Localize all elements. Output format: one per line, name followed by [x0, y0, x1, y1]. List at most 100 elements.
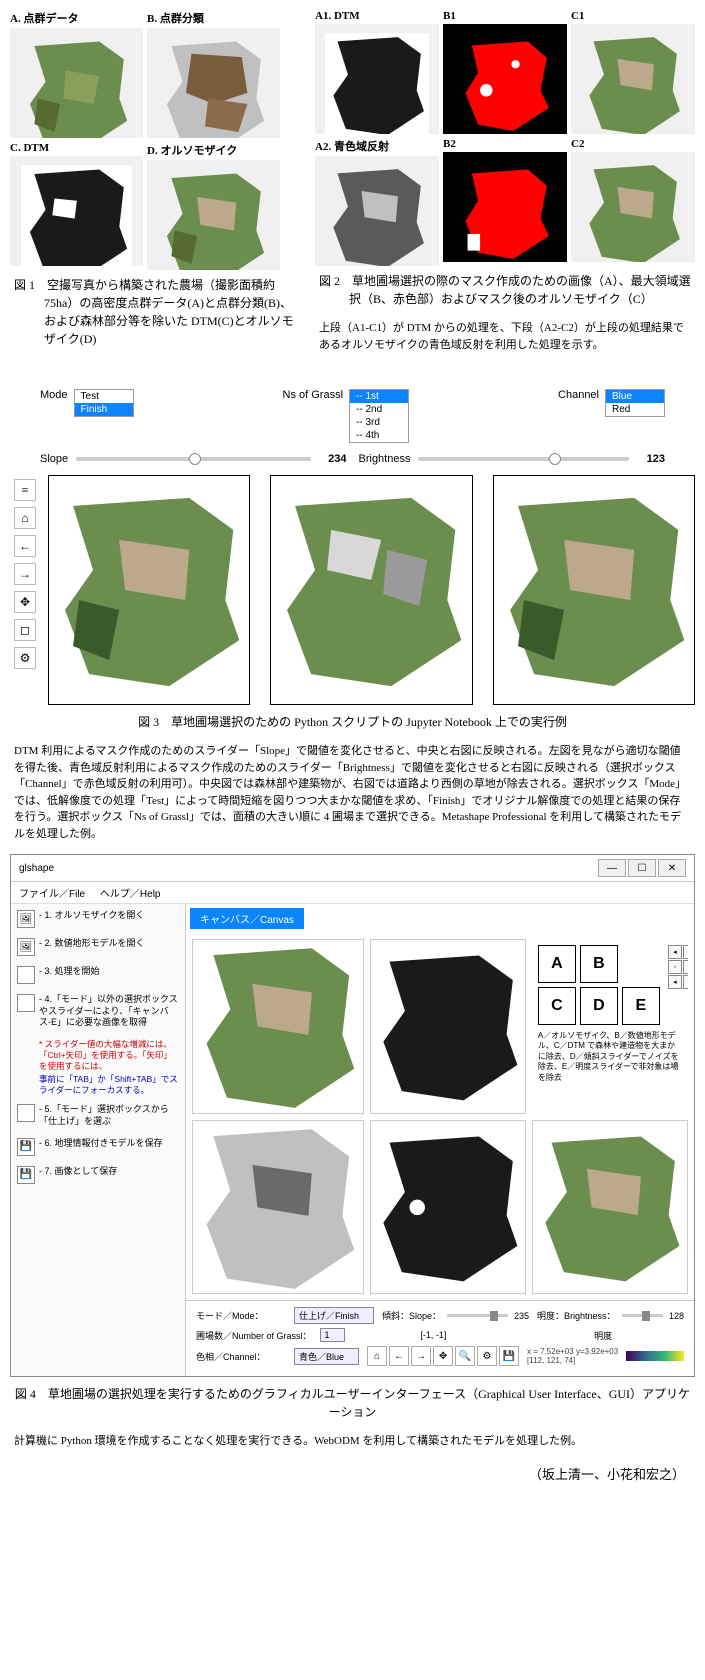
pan-icon[interactable]: ✥ — [433, 1346, 453, 1366]
step-2[interactable]: 🖼- 2. 数値地形モデルを開く — [17, 938, 179, 956]
slope-label: Slope — [40, 453, 68, 465]
channel-option-blue[interactable]: Blue — [606, 390, 664, 403]
fig3-caption: 図 3 草地圃場選択のための Python スクリプトの Jupyter Not… — [14, 713, 691, 731]
minimize-button[interactable]: — — [598, 859, 626, 877]
bottom-controls: モード／Mode： 仕上げ／Finish 傾斜：Slope： 235 明度：Br… — [186, 1300, 694, 1376]
slope-bottom-label: 傾斜：Slope： — [382, 1309, 441, 1322]
close-button[interactable]: ✕ — [658, 859, 686, 877]
save-icon: 💾 — [17, 1138, 35, 1156]
step-4[interactable]: - 4.「モード」以外の選択ボックスやスライダーにより、「キャンバス-E」に必要… — [17, 994, 179, 1029]
mode-option-finish[interactable]: Finish — [75, 403, 133, 416]
fig1-panel-D: D. オルソモザイク — [147, 142, 280, 270]
map-icon — [158, 169, 270, 270]
fig2-B1-label: B1 — [443, 10, 567, 22]
zoom-icon[interactable]: ◻ — [14, 619, 36, 641]
nav-btn[interactable]: ▴ — [683, 945, 688, 959]
slope-thumb[interactable] — [189, 453, 201, 465]
ns-bottom-select[interactable]: 1 — [320, 1328, 345, 1342]
sidebar-note-red: * スライダー値の大幅な増減には、「Ctrl+矢印」を使用する。「矢印」を使用す… — [39, 1039, 179, 1072]
fig1-B-label: B. 点群分類 — [147, 10, 280, 26]
fig2-caption: 図 2 草地圃場選択の際のマスク作成のための画像（A）、最大領域選択（B、赤色部… — [319, 272, 691, 308]
step-5[interactable]: - 5.「モード」選択ボックスから「仕上げ」を選ぶ — [17, 1104, 179, 1127]
mode-bottom-select[interactable]: 仕上げ／Finish — [294, 1307, 374, 1324]
fig2-panel-A2: A2. 青色域反射 — [315, 138, 439, 266]
fig3-body: ≡ ⌂ ← → ✥ ◻ ⚙ — [10, 475, 695, 705]
image-icon: 🖼 — [17, 910, 35, 928]
channel-bottom-select[interactable]: 青色／Blue — [294, 1348, 359, 1365]
fig2-B2-label: B2 — [443, 138, 567, 150]
ns-label: Ns of Grassl — [283, 389, 344, 401]
slope-bottom-thumb[interactable] — [490, 1311, 498, 1321]
fig1-panel-B: B. 点群分類 — [147, 10, 280, 138]
maximize-button[interactable]: ☐ — [628, 859, 656, 877]
mode-control: Mode Test Finish — [40, 389, 134, 417]
canvas-pane-4 — [192, 1120, 364, 1295]
forward-icon[interactable]: → — [411, 1346, 431, 1366]
config-icon[interactable]: ⚙ — [477, 1346, 497, 1366]
save-icon[interactable]: 💾 — [499, 1346, 519, 1366]
forward-icon[interactable]: → — [14, 563, 36, 585]
ns-option-1[interactable]: -- 1st — [350, 390, 408, 403]
home-icon[interactable]: ⌂ — [14, 507, 36, 529]
canvas-tab[interactable]: キャンバス／Canvas — [190, 908, 304, 929]
nav-btn[interactable]: ▪ — [683, 960, 688, 974]
fig2-A2-thumb — [315, 156, 439, 266]
fig2-C2-label: C2 — [571, 138, 695, 150]
slope-bottom-value: 235 — [514, 1311, 529, 1321]
mode-option-test[interactable]: Test — [75, 390, 133, 403]
bright-bottom-thumb[interactable] — [642, 1311, 650, 1321]
nav-btn[interactable]: ▾ — [683, 975, 688, 989]
nav-btn[interactable]: ◂ — [668, 945, 682, 959]
brightness-thumb[interactable] — [549, 453, 561, 465]
fig2-panel-C1: C1 — [571, 10, 695, 134]
image-icon: 🖼 — [17, 938, 35, 956]
fig3-sliders-row: Slope 234 Brightness 123 — [10, 453, 695, 465]
ns-option-3[interactable]: -- 3rd — [350, 416, 408, 429]
bright-bottom-track[interactable] — [622, 1314, 663, 1317]
step-3[interactable]: - 3. 処理を開始 — [17, 966, 179, 984]
bottom-row-2: 圃場数／Number of Grassl： 1 [-1, -1] 明度 — [196, 1328, 684, 1342]
letter-B[interactable]: B — [580, 945, 618, 983]
nav-btn[interactable]: ◦ — [668, 960, 682, 974]
step-6[interactable]: 💾- 6. 地理情報付きモデルを保存 — [17, 1138, 179, 1156]
pan-icon[interactable]: ✥ — [14, 591, 36, 613]
mode-listbox[interactable]: Test Finish — [74, 389, 134, 417]
step-5-text: - 5.「モード」選択ボックスから「仕上げ」を選ぶ — [39, 1104, 179, 1127]
fig4-window: glshape — ☐ ✕ ファイル／File ヘルプ／Help 🖼- 1. オ… — [10, 854, 695, 1377]
channel-option-red[interactable]: Red — [606, 403, 664, 416]
letter-E[interactable]: E — [622, 987, 660, 1025]
fig2-B1-thumb — [443, 24, 567, 134]
fig3-body-text: DTM 利用によるマスク作成のためのスライダー「Slope」で閾値を変化させると… — [14, 743, 691, 842]
menu-icon[interactable]: ≡ — [14, 479, 36, 501]
ns-option-4[interactable]: -- 4th — [350, 429, 408, 442]
step-1[interactable]: 🖼- 1. オルソモザイクを開く — [17, 910, 179, 928]
fig2-C2-thumb — [571, 152, 695, 262]
settings-icon[interactable]: ⚙ — [14, 647, 36, 669]
menu-help[interactable]: ヘルプ／Help — [100, 889, 161, 900]
slope-slider[interactable] — [76, 457, 310, 461]
fig2-C1-thumb — [571, 24, 695, 134]
channel-listbox[interactable]: Blue Red — [605, 389, 665, 417]
zoom-icon[interactable]: 🔍 — [455, 1346, 475, 1366]
back-icon[interactable]: ← — [389, 1346, 409, 1366]
letter-A[interactable]: A — [538, 945, 576, 983]
mode-bottom-label: モード／Mode： — [196, 1309, 286, 1322]
channel-control: Channel Blue Red — [558, 389, 665, 417]
home-icon[interactable]: ⌂ — [367, 1346, 387, 1366]
nav-btn[interactable]: ◂ — [668, 975, 682, 989]
step-7[interactable]: 💾- 7. 画像として保存 — [17, 1166, 179, 1184]
fig3-panels — [48, 475, 695, 705]
brightness-label: Brightness — [359, 453, 411, 465]
ns-option-2[interactable]: -- 2nd — [350, 403, 408, 416]
brightness-slider[interactable] — [418, 457, 629, 461]
step-7-text: - 7. 画像として保存 — [39, 1166, 117, 1178]
back-icon[interactable]: ← — [14, 535, 36, 557]
ns-listbox[interactable]: -- 1st -- 2nd -- 3rd -- 4th — [349, 389, 409, 443]
fig2-panel-B2: B2 — [443, 138, 567, 266]
menu-file[interactable]: ファイル／File — [19, 889, 85, 900]
slope-bottom-track[interactable] — [447, 1314, 508, 1317]
fig1-panel-C: C. DTM — [10, 142, 143, 270]
letter-C[interactable]: C — [538, 987, 576, 1025]
coords-readout: x = 7.52e+03 y=3.92e+03 [112, 121, 74] — [527, 1347, 618, 1365]
letter-D[interactable]: D — [580, 987, 618, 1025]
